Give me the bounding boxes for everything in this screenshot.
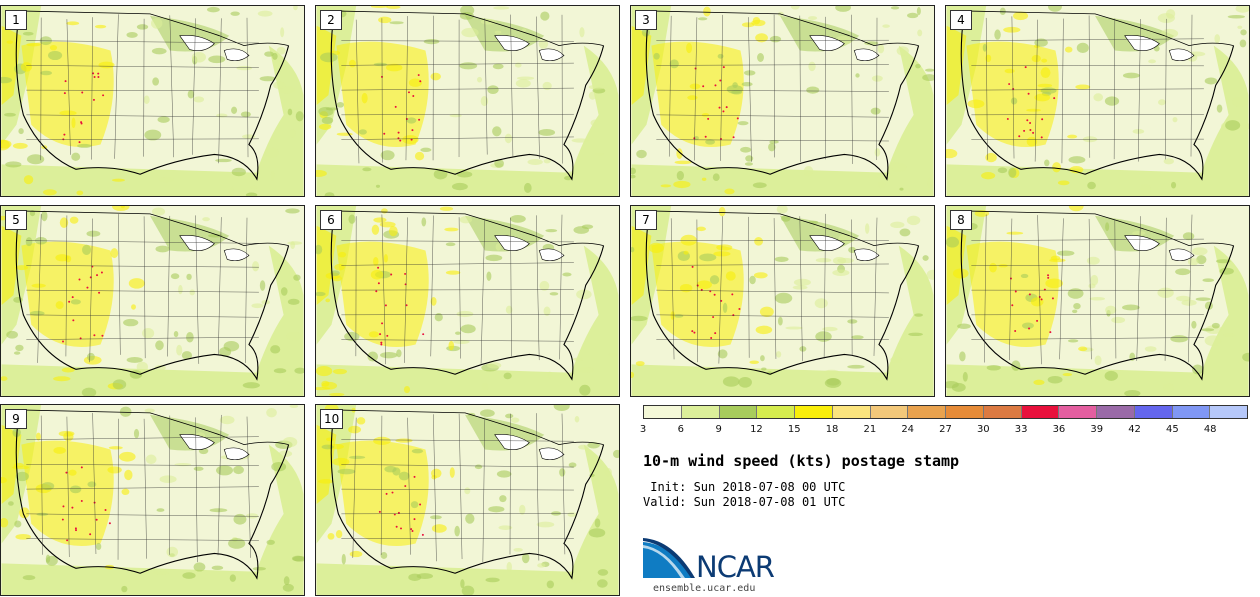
wind-map: [946, 6, 1249, 196]
site-url: ensemble.ucar.edu: [653, 583, 756, 594]
colorbar-swatch: [870, 406, 909, 418]
wind-map: [1, 6, 304, 196]
colorbar-tick-label: 48: [1203, 424, 1217, 435]
member-number: 4: [950, 10, 972, 30]
colorbar-swatch: [1210, 406, 1247, 418]
member-number: 10: [320, 409, 344, 429]
colorbar-tick-label: 39: [1090, 424, 1104, 435]
colorbar-tick-label: 45: [1166, 424, 1179, 435]
wind-map: [316, 6, 619, 196]
member-panel-8[interactable]: 8: [945, 205, 1250, 397]
colorbar-swatch: [1059, 406, 1097, 418]
colorbar-ticks: 3 6 9 12 15 18 21 24 27 30 33 36 39 42 45 48: [639, 424, 1248, 438]
wind-map: [631, 6, 934, 196]
member-panel-1[interactable]: 1: [0, 5, 305, 197]
colorbar-swatch: [946, 406, 984, 418]
colorbar-swatch: [1134, 406, 1173, 418]
member-panel-6[interactable]: 6: [315, 205, 620, 397]
colorbar-tick-label: 18: [825, 424, 839, 435]
member-panel-7[interactable]: 7: [630, 205, 935, 397]
colorbar-tick-label: 36: [1052, 424, 1066, 435]
ncar-logo-icon: [643, 538, 695, 578]
wind-map: [946, 206, 1249, 396]
member-number: 9: [5, 409, 27, 429]
colorbar-swatch: [983, 406, 1022, 418]
colorbar-tick-label: 30: [976, 424, 990, 435]
member-panel-2[interactable]: 2: [315, 5, 620, 197]
colorbar: [643, 405, 1248, 419]
member-number: 3: [635, 10, 657, 30]
member-number: 2: [320, 10, 342, 30]
wind-map: [631, 206, 934, 396]
colorbar-tick-label: 6: [677, 424, 684, 435]
colorbar-tick-label: 24: [901, 424, 915, 435]
colorbar-tick-label: 33: [1014, 424, 1028, 435]
wind-map: [316, 206, 619, 396]
colorbar-swatch: [719, 406, 758, 418]
valid-time: Valid: Sun 2018-07-08 01 UTC: [643, 495, 846, 509]
member-number: 8: [950, 210, 972, 230]
wind-map: [1, 206, 304, 396]
product-title: 10-m wind speed (kts) postage stamp: [643, 452, 960, 470]
colorbar-swatch: [795, 406, 833, 418]
member-panel-4[interactable]: 4: [945, 5, 1250, 197]
colorbar-swatch: [832, 406, 871, 418]
colorbar-tick-label: 3: [639, 424, 647, 435]
colorbar-tick-label: 9: [715, 424, 722, 435]
init-time: Init: Sun 2018-07-08 00 UTC: [643, 480, 846, 494]
colorbar-tick-label: 15: [787, 424, 801, 435]
colorbar-swatch: [757, 406, 795, 418]
member-panel-10[interactable]: 10: [315, 404, 620, 596]
colorbar-tick-label: 12: [750, 424, 763, 435]
member-number: 5: [5, 210, 27, 230]
member-panel-5[interactable]: 5: [0, 205, 305, 397]
colorbar-tick-label: 42: [1128, 424, 1141, 435]
member-number: 6: [320, 210, 342, 230]
ncar-wordmark: NCAR: [696, 550, 775, 584]
colorbar-swatch: [908, 406, 946, 418]
colorbar-swatch: [1021, 406, 1060, 418]
member-panel-9[interactable]: 9: [0, 404, 305, 596]
colorbar-swatch: [644, 406, 682, 418]
colorbar-tick-label: 27: [939, 424, 952, 435]
wind-map: [1, 405, 304, 595]
member-number: 7: [635, 210, 657, 230]
colorbar-swatch: [1172, 406, 1211, 418]
colorbar-swatch: [681, 406, 720, 418]
colorbar-tick-label: 21: [863, 424, 877, 435]
colorbar-swatch: [1097, 406, 1135, 418]
wind-map: [316, 405, 619, 595]
member-number: 1: [5, 10, 27, 30]
member-panel-3[interactable]: 3: [630, 5, 935, 197]
